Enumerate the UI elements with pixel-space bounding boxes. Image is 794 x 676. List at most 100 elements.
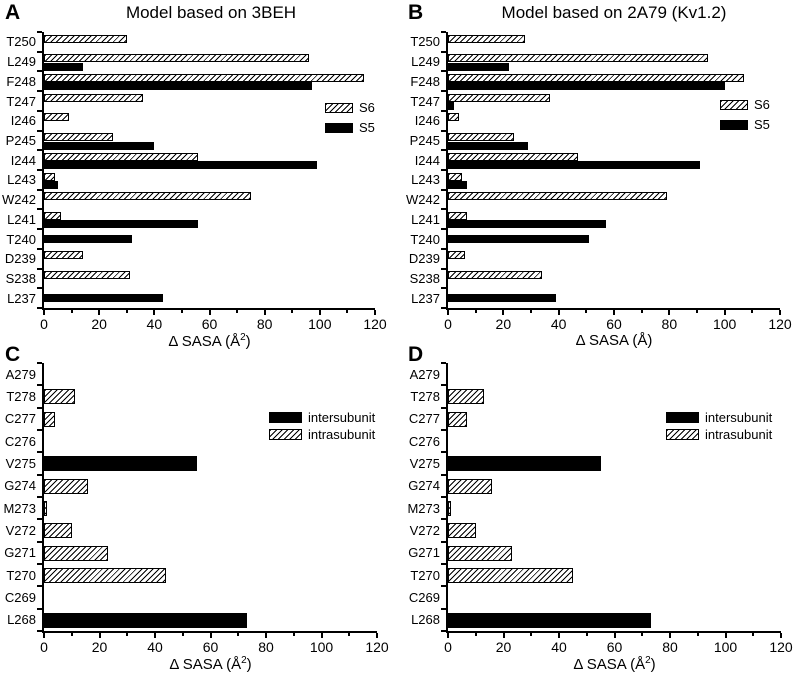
panel-a-x-tick-label: 80 [256,316,273,332]
panel-d-category-label: M273 [407,500,440,516]
panel-c-letter: C [5,343,21,366]
panel-b-y-axis [446,32,448,310]
panel-c-category-label: C276 [4,433,36,449]
hatch-swatch-icon [269,429,302,440]
panel-d-y-tick [441,451,446,454]
panel-c-x-tick-label: 100 [309,639,334,655]
panel-b-x-tick-label: 80 [661,316,678,332]
panel-d-category-label: G274 [408,478,440,494]
panel-c-y-tick [37,585,42,588]
panel-b-y-tick [441,307,446,309]
panel-b-bar-L241-S6 [448,211,468,220]
panel-d-legend: intersubunit intrasubunit [666,411,772,441]
panel-c-bar-L268-intersubunit [44,612,247,628]
panel-b-y-tick [441,31,446,33]
panel-d-y-tick [441,607,446,610]
panel-c-bar-G271-intrasubunit [44,545,108,561]
panel-d-bar-V272-intrasubunit [448,523,476,539]
panel-c-x-tick [209,633,212,638]
panel-a-category-label: F248 [6,73,36,89]
panel-a-y-tick [37,307,42,309]
panel-a-legend-item-S5: S5 [325,121,375,134]
panel-b-x-tick-minor [696,310,698,313]
panel-b-bar-D239-S6 [448,251,465,260]
panel-d-category-label: T278 [410,389,440,404]
panel-b-y-tick [441,247,446,250]
panel-a-x-tick-label: 60 [201,316,218,332]
panel-b-y-tick [441,90,446,93]
panel-b-x-tick [447,310,449,315]
panel-b-x-tick-minor [530,310,532,313]
panel-d-x-tick-minor [530,633,533,636]
superscript-2: 2 [240,332,246,343]
panel-d-x-tick-minor [641,633,644,636]
panel-b-legend: S6 S5 [720,98,770,131]
panel-a-category-label: I244 [10,152,36,168]
panel-d-legend-label: intersubunit [705,410,773,425]
panel-d-x-tick-label: 40 [551,639,567,655]
panel-d-legend-item-intersubunit: intersubunit [666,411,772,424]
panel-a-category-label: L243 [7,172,36,188]
panel-c-y-tick [37,362,42,364]
panel-d-x-tick-minor [752,633,755,636]
panel-b-x-tick-label: 120 [768,316,792,332]
panel-b-bar-W242-S6 [448,192,667,201]
panel-d-x-tick [447,633,449,638]
panel-b-category-label: L243 [411,172,440,188]
panel-c-x-tick-label: 80 [258,639,274,655]
panel-b-title: Model based on 2A79 (Kv1.2) [501,3,727,22]
panel-c-y-tick [37,563,42,565]
panel-a-y-tick [37,247,42,250]
panel-d-bar-G271-intrasubunit [448,545,512,561]
panel-a-y-tick [37,129,42,132]
panel-a-bar-D239-S6 [44,251,83,260]
panel-a-x-tick-label: 40 [146,316,163,332]
panel-a-category-label: L249 [7,54,36,70]
panel-d-x-tick [558,633,560,638]
panel-a-x-tick [374,310,376,315]
panel-b-category-label: L241 [411,211,440,227]
solid-swatch-icon [325,122,353,133]
panel-c-category-label: M273 [3,500,36,516]
panel-b-x-tick [502,310,505,315]
panel-d-bar-T270-intrasubunit [448,568,573,583]
panel-a-title: Model based on 3BEH [125,3,297,22]
panel-a-y-tick [37,267,42,270]
panel-d-x-tick-label: 80 [662,639,678,655]
panel-a-category-label: P245 [5,132,36,148]
panel-b-x-tick [723,310,726,315]
panel-a-x-tick [263,310,266,315]
panel-b-category-label: F248 [410,73,440,89]
panel-b-bar-T250-S6 [448,34,526,43]
panel-a-y-tick [37,169,42,171]
panel-c-bar-G274-intrasubunit [44,478,89,494]
panel-c-x-tick [98,633,101,638]
panel-c-bar-V272-intrasubunit [44,523,72,539]
panel-d-bar-L268-intersubunit [448,612,651,628]
panel-d-x-tick [669,633,671,638]
panel-c-category-label: C269 [4,590,36,605]
panel-b-category-label: I244 [414,152,440,168]
panel-c-y-tick [37,406,42,409]
panel-b-category-label: L249 [411,54,440,70]
panel-a-y-tick [37,208,42,211]
panel-d-x-axis [446,631,781,633]
panel-d-legend-item-intrasubunit: intrasubunit [666,428,772,441]
solid-swatch-icon [720,119,748,130]
panel-b-bar-I244-S6 [448,152,579,161]
panel-c-category-label: T270 [6,567,36,583]
panel-a-x-tick-label: 120 [363,316,387,332]
panel-b-x-tick-minor [751,310,754,313]
panel-b-bar-T247-S6 [448,93,551,102]
superscript-2: 2 [241,655,247,666]
panel-c-category-label: A279 [5,366,36,382]
panel-d-x-tick [613,633,616,638]
panel-d-category-label: L268 [411,612,440,628]
panel-d-category-label: V275 [409,456,440,471]
panel-a-bar-I244-S6 [44,152,199,161]
panel-d-y-tick [441,362,446,364]
panel-c-x-tick [320,633,323,638]
panel-a-x-tick-label: 20 [91,316,107,332]
panel-a-bar-T250-S6 [44,34,127,43]
panel-a-category-label: T240 [6,231,36,247]
